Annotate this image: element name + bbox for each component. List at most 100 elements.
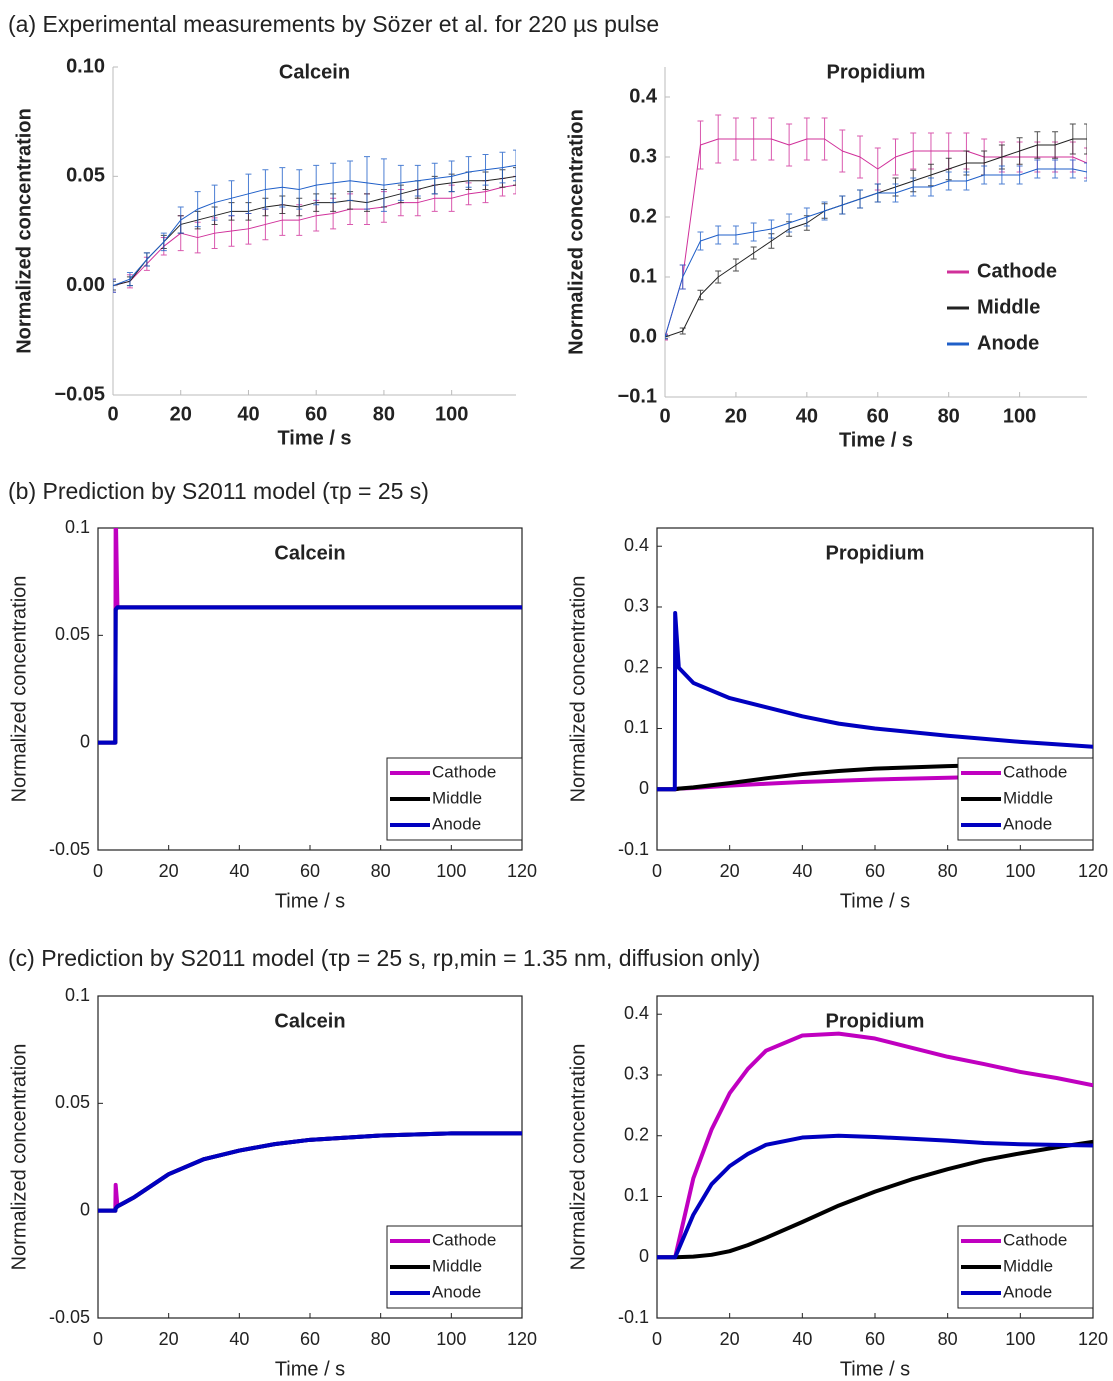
x-tick-label: 0 bbox=[107, 403, 118, 425]
x-tick-label: 80 bbox=[938, 1329, 958, 1349]
x-tick-label: 0 bbox=[652, 1329, 662, 1349]
x-tick-label: 0 bbox=[652, 861, 662, 881]
y-tick-label: 0.00 bbox=[66, 274, 105, 296]
error-bar bbox=[513, 167, 516, 186]
legend-label: Cathode bbox=[1003, 1230, 1067, 1249]
x-tick-label: 80 bbox=[938, 861, 958, 881]
y-axis-label: Normalized concentration bbox=[8, 1044, 30, 1271]
y-tick-label: 0.0 bbox=[629, 325, 657, 347]
x-tick-label: 80 bbox=[373, 403, 395, 425]
legend-label: Middle bbox=[977, 296, 1040, 318]
legend-label: Anode bbox=[432, 814, 481, 833]
plot-area bbox=[98, 1131, 522, 1213]
legend-label: Anode bbox=[432, 1282, 481, 1301]
y-axis-label: Normalized concentration bbox=[8, 576, 30, 803]
y-tick-label: 0 bbox=[639, 1246, 649, 1266]
y-tick-label: 0.1 bbox=[624, 717, 649, 737]
x-tick-label: 20 bbox=[725, 405, 747, 427]
y-tick-label: -0.1 bbox=[618, 839, 649, 859]
series-line bbox=[657, 1133, 1093, 1260]
series-line bbox=[98, 1131, 522, 1213]
y-tick-label: −0.05 bbox=[54, 383, 105, 405]
y-tick-label: 0.05 bbox=[55, 1092, 90, 1112]
x-tick-label: 40 bbox=[796, 405, 818, 427]
x-tick-label: 100 bbox=[436, 1329, 466, 1349]
x-tick-label: 100 bbox=[1005, 861, 1035, 881]
x-tick-label: 20 bbox=[159, 1329, 179, 1349]
x-tick-label: 40 bbox=[792, 861, 812, 881]
x-tick-label: 0 bbox=[93, 1329, 103, 1349]
y-axis-label: Normalized concentration bbox=[13, 108, 35, 354]
series-line bbox=[113, 164, 516, 287]
series-line bbox=[657, 1031, 1093, 1260]
legend-label: Cathode bbox=[432, 1230, 496, 1249]
y-tick-label: 0 bbox=[80, 731, 90, 751]
y-tick-label: 0.4 bbox=[624, 535, 649, 555]
y-tick-label: 0.1 bbox=[65, 985, 90, 1005]
panel-heading: (c) Prediction by S2011 model (τp = 25 s… bbox=[8, 945, 760, 971]
legend-label: Anode bbox=[1003, 1282, 1052, 1301]
y-tick-label: 0 bbox=[639, 778, 649, 798]
error-bar bbox=[1084, 162, 1087, 182]
chart-title: Calcein bbox=[274, 1010, 345, 1032]
x-tick-label: 60 bbox=[865, 861, 885, 881]
error-bar bbox=[665, 334, 668, 340]
legend-label: Cathode bbox=[977, 260, 1057, 282]
legend-label: Anode bbox=[1003, 814, 1052, 833]
x-axis-label: Time / s bbox=[275, 1358, 345, 1380]
y-tick-label: 0.3 bbox=[624, 1064, 649, 1084]
plot-area bbox=[113, 149, 516, 293]
error-bar bbox=[665, 333, 668, 341]
y-tick-label: -0.1 bbox=[618, 1307, 649, 1327]
x-tick-label: 80 bbox=[371, 1329, 391, 1349]
series-line bbox=[665, 168, 1087, 338]
y-tick-label: 0.10 bbox=[66, 55, 105, 77]
x-tick-label: 60 bbox=[865, 1329, 885, 1349]
y-tick-label: −0.1 bbox=[618, 385, 657, 407]
error-bar bbox=[1084, 147, 1087, 179]
plot-area bbox=[665, 114, 1087, 341]
x-tick-label: 60 bbox=[300, 1329, 320, 1349]
chart-title: Propidium bbox=[826, 542, 925, 564]
x-axis-label: Time / s bbox=[840, 890, 910, 912]
x-tick-label: 0 bbox=[659, 405, 670, 427]
legend-label: Middle bbox=[432, 788, 482, 807]
x-tick-label: 20 bbox=[720, 1329, 740, 1349]
x-tick-label: 120 bbox=[1078, 861, 1108, 881]
x-tick-label: 120 bbox=[507, 1329, 537, 1349]
chart: −0.05 0.00 0.05 0.10 0 20 40 60 80 100 Time / s Nor… bbox=[13, 55, 516, 449]
x-tick-label: 20 bbox=[159, 861, 179, 881]
chart-title: Propidium bbox=[827, 61, 926, 83]
x-tick-label: 100 bbox=[1005, 1329, 1035, 1349]
y-tick-label: 0.3 bbox=[624, 596, 649, 616]
y-axis-label: Normalized concentration bbox=[565, 109, 587, 355]
series-line bbox=[98, 1131, 522, 1213]
x-tick-label: 100 bbox=[435, 403, 468, 425]
error-bar bbox=[113, 278, 116, 293]
chart-title: Calcein bbox=[274, 542, 345, 564]
x-tick-label: 80 bbox=[938, 405, 960, 427]
series-line bbox=[98, 1131, 522, 1213]
y-tick-label: -0.05 bbox=[49, 1307, 90, 1327]
y-tick-label: -0.05 bbox=[49, 839, 90, 859]
x-tick-label: 20 bbox=[720, 861, 740, 881]
legend-label: Anode bbox=[977, 332, 1039, 354]
chart-title: Calcein bbox=[279, 61, 350, 83]
y-tick-label: 0.05 bbox=[66, 165, 105, 187]
x-tick-label: 80 bbox=[371, 861, 391, 881]
x-tick-label: 60 bbox=[305, 403, 327, 425]
legend-label: Middle bbox=[1003, 1256, 1053, 1275]
x-tick-label: 40 bbox=[229, 861, 249, 881]
x-axis-label: Time / s bbox=[275, 890, 345, 912]
y-tick-label: 0.1 bbox=[629, 265, 657, 287]
y-tick-label: 0.4 bbox=[629, 85, 658, 107]
plot-area bbox=[657, 611, 1093, 792]
y-tick-label: 0.1 bbox=[65, 517, 90, 537]
plot-area bbox=[98, 528, 522, 745]
y-tick-label: 0.4 bbox=[624, 1003, 649, 1023]
panel-heading: (a) Experimental measurements by Sözer e… bbox=[8, 11, 659, 37]
